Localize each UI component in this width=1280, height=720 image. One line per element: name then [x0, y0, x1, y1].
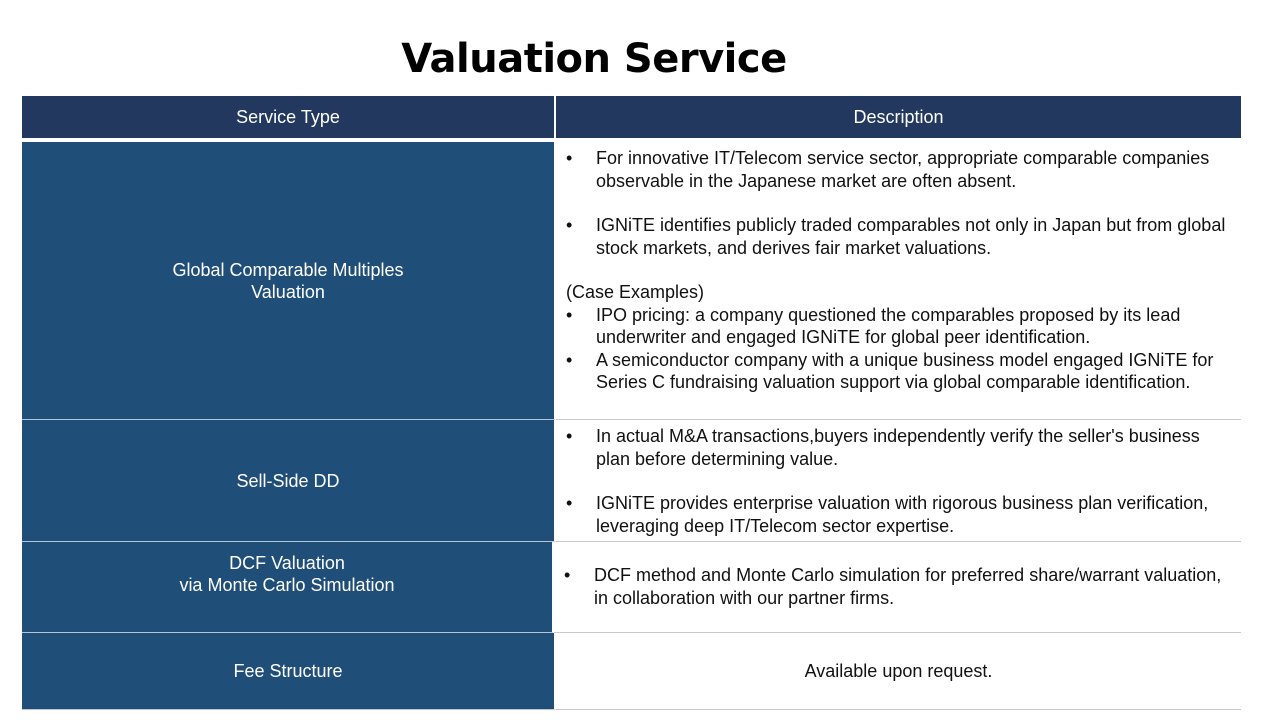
- bullet-icon: •: [566, 426, 573, 446]
- bullet-item: • IPO pricing: a company questioned the …: [566, 304, 1181, 348]
- description-cell: Available upon request.: [556, 633, 1241, 709]
- bullet-item: • IGNiTE provides enterprise valuation w…: [566, 493, 1209, 536]
- header-service-type: Service Type: [22, 96, 556, 138]
- service-cell: Global Comparable Multiples Valuation: [22, 142, 556, 420]
- service-label-line: DCF Valuation: [229, 553, 345, 573]
- service-label-line: via Monte Carlo Simulation: [179, 575, 395, 595]
- service-cell: DCF Valuation via Monte Carlo Simulation: [22, 542, 554, 633]
- bullet-icon: •: [566, 493, 573, 513]
- bullet-icon: •: [566, 148, 573, 168]
- service-cell: Fee Structure: [22, 633, 556, 710]
- description-cell: • DCF method and Monte Carlo simulation …: [554, 542, 1241, 632]
- bullet-item: • For innovative IT/Telecom service sect…: [566, 148, 1210, 191]
- table-header-row: Service Type Description: [22, 96, 1241, 142]
- description-cell: • For innovative IT/Telecom service sect…: [556, 142, 1241, 419]
- service-label-line: Global Comparable Multiples: [172, 259, 404, 280]
- case-examples-heading: (Case Examples): [566, 282, 705, 302]
- header-description: Description: [853, 106, 944, 127]
- bullet-item: • A semiconductor company with a unique …: [566, 349, 1214, 393]
- table-row-dcf-valuation: DCF Valuation via Monte Carlo Simulation…: [22, 542, 1241, 633]
- bullet-item: • DCF method and Monte Carlo simulation …: [564, 565, 1222, 608]
- bullet-icon: •: [564, 565, 571, 585]
- table-row-global-comparable: Global Comparable Multiples Valuation • …: [22, 142, 1241, 420]
- service-label-line: Sell-Side DD: [236, 470, 340, 491]
- valuation-service-table: Service Type Description Global Comparab…: [22, 96, 1241, 710]
- bullet-icon: •: [566, 304, 573, 325]
- service-cell: Sell-Side DD: [22, 420, 556, 542]
- table-row-sell-side-dd: Sell-Side DD • In actual M&A transaction…: [22, 420, 1241, 542]
- page-title: Valuation Service: [401, 36, 787, 82]
- table-row-fee-structure: Fee Structure Available upon request.: [22, 633, 1241, 710]
- fee-text: Available upon request.: [804, 660, 993, 681]
- service-label-line: Valuation: [251, 281, 325, 302]
- service-label-line: Fee Structure: [233, 661, 343, 681]
- bullet-icon: •: [566, 349, 573, 370]
- bullet-item: • IGNiTE identifies publicly traded comp…: [566, 215, 1226, 258]
- description-cell: • In actual M&A transactions,buyers inde…: [556, 420, 1241, 541]
- bullet-item: • In actual M&A transactions,buyers inde…: [566, 426, 1200, 469]
- bullet-icon: •: [566, 215, 573, 235]
